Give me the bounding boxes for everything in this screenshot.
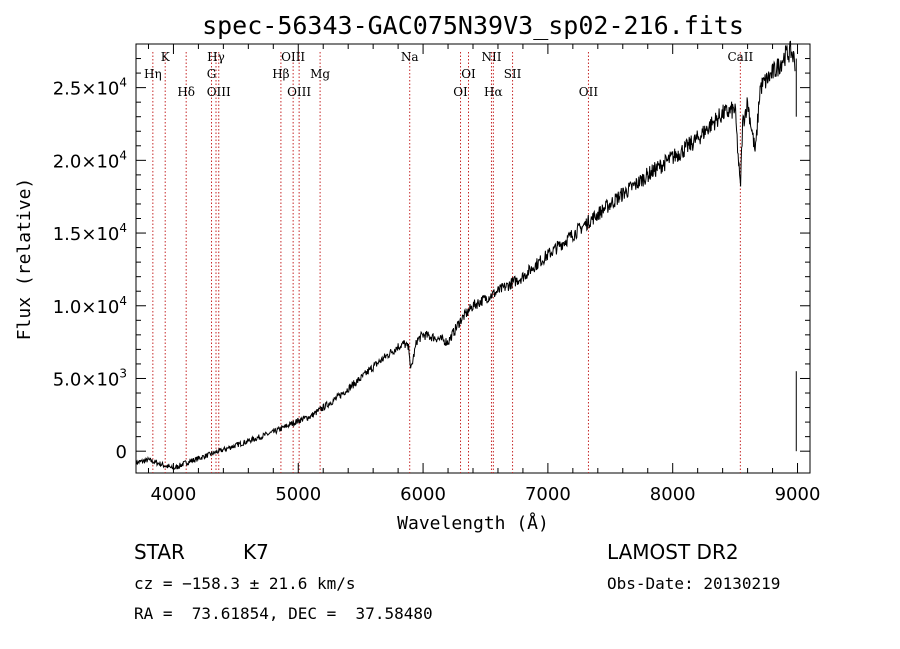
line-label: OIII xyxy=(207,85,231,99)
line-label: Hβ xyxy=(272,67,289,81)
x-tick-label: 9000 xyxy=(775,484,821,505)
y-axis: 0 5.0×103 1.0×104 1.5×104 2.0×104 2.5×104 xyxy=(53,58,810,463)
y-axis-label: Flux (relative) xyxy=(14,178,35,341)
x-axis: 4000 5000 6000 7000 8000 9000 xyxy=(147,44,821,505)
line-label: OIII xyxy=(287,85,311,99)
y-tick-label: 0 xyxy=(116,442,127,463)
spectrum-line xyxy=(135,40,796,471)
line-label: Mg xyxy=(310,67,330,81)
y-tick-label: 1.5×104 xyxy=(53,221,127,245)
line-label: Hδ xyxy=(177,85,195,99)
line-label: OIII xyxy=(281,50,305,64)
x-axis-label: Wavelength (Å) xyxy=(397,512,549,534)
x-tick-label: 5000 xyxy=(275,484,321,505)
line-label: OI xyxy=(453,85,468,99)
x-tick-label: 7000 xyxy=(525,484,571,505)
object-class: STAR xyxy=(134,540,185,564)
line-label: OII xyxy=(579,85,599,99)
line-label: SII xyxy=(504,67,522,81)
x-tick-label: 4000 xyxy=(151,484,197,505)
line-label: CaII xyxy=(727,50,753,64)
observation-date: Obs-Date: 20130219 xyxy=(607,574,780,593)
y-tick-label: 5.0×103 xyxy=(53,366,127,390)
redshift-cz: cz = −158.3 ± 21.6 km/s xyxy=(134,574,356,593)
line-label: Na xyxy=(401,50,419,64)
chart-title: spec-56343-GAC075N39V3_sp02-216.fits xyxy=(202,11,744,40)
line-label: G xyxy=(207,67,217,81)
line-label: OI xyxy=(461,67,476,81)
line-label: NII xyxy=(481,50,501,64)
survey-name: LAMOST DR2 xyxy=(607,540,739,564)
coordinates: RA = 73.61854, DEC = 37.58480 xyxy=(134,604,433,623)
line-label: Hγ xyxy=(207,50,225,64)
object-subclass: K7 xyxy=(243,540,269,564)
y-tick-label: 2.0×104 xyxy=(53,148,127,172)
line-label: K xyxy=(161,50,171,64)
line-label: Hη xyxy=(144,67,162,81)
y-tick-label: 2.5×104 xyxy=(53,76,127,100)
x-tick-label: 8000 xyxy=(650,484,696,505)
line-label: Hα xyxy=(484,85,503,99)
y-tick-label: 1.0×104 xyxy=(53,294,127,318)
plot-frame xyxy=(135,43,811,474)
x-tick-label: 6000 xyxy=(400,484,446,505)
